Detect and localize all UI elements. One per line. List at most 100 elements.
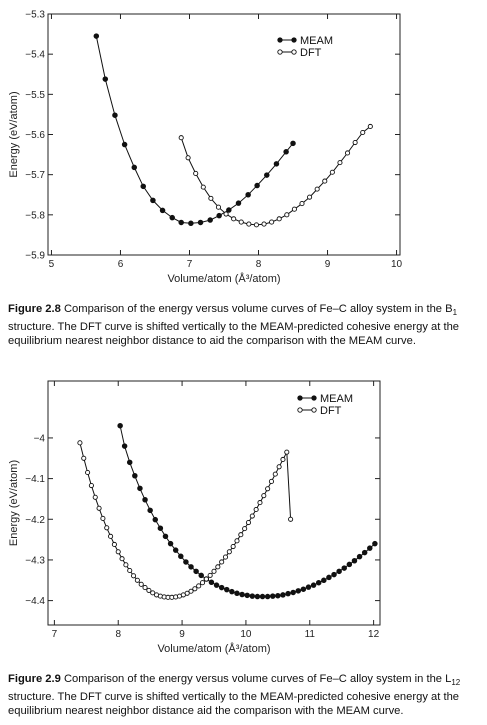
meam-data-point — [300, 586, 307, 592]
dft-legend-label: DFT — [320, 405, 342, 417]
meam-data-point — [269, 593, 276, 599]
meam-data-point — [226, 207, 232, 213]
dft-data-point — [291, 206, 297, 212]
x-tick-label: 5 — [49, 259, 55, 270]
meam-data-point — [169, 214, 175, 221]
meam-data-point — [218, 584, 225, 591]
x-tick-label: 6 — [118, 259, 124, 270]
dft-data-point — [367, 123, 373, 130]
figure-2-8-chart: 5 6 7 8 9 10 −5.3 −5.4 −5.5 −5.6 −5.7 −5.8 −5.9 Volum… — [8, 10, 403, 286]
meam-data-point — [126, 459, 133, 466]
dft-data-point — [219, 559, 225, 565]
dft-data-point — [77, 440, 83, 446]
dft-data-point — [261, 493, 267, 499]
meam-data-point — [229, 588, 235, 595]
meam-data-point — [254, 593, 261, 600]
meam-data-point — [147, 507, 153, 514]
dft-data-point — [253, 506, 259, 513]
y-axis-label: Energy (eV/atom) — [8, 460, 20, 546]
meam-data-point — [273, 161, 280, 167]
y-tick-label: −4.1 — [25, 474, 45, 485]
meam-data-point — [254, 182, 260, 189]
meam-data-point — [207, 217, 213, 223]
meam-data-point — [188, 564, 194, 570]
dft-legend-label: DFT — [300, 47, 322, 59]
dft-data-point — [276, 216, 282, 222]
meam-data-point — [112, 112, 118, 118]
dft-data-point — [314, 186, 320, 192]
meam-data-point — [310, 582, 317, 588]
meam-legend-marker — [291, 37, 297, 43]
meam-data-point — [361, 549, 368, 556]
meam-series-line — [95, 35, 294, 224]
meam-data-point — [213, 582, 220, 588]
dft-data-point — [249, 513, 255, 519]
dft-data-point — [142, 585, 148, 591]
meam-data-point — [245, 191, 251, 198]
dft-data-point — [337, 160, 343, 166]
dft-data-point — [265, 486, 271, 492]
dft-data-point — [307, 194, 313, 200]
meam-legend-marker — [277, 37, 283, 43]
meam-data-point — [216, 212, 222, 219]
dft-data-point — [200, 184, 206, 190]
meam-data-point — [178, 553, 184, 560]
meam-data-point — [142, 496, 148, 503]
y-tick-label: −5.3 — [25, 10, 45, 21]
dft-data-point — [108, 533, 114, 539]
meam-data-point — [321, 577, 327, 584]
x-tick-label: 7 — [52, 629, 58, 640]
caption-label: Figure 2.9 — [8, 673, 61, 685]
meam-data-point — [351, 557, 358, 564]
dft-data-point — [257, 500, 263, 506]
caption-text: Comparison of the energy versus volume c… — [8, 673, 461, 718]
dft-data-point — [207, 572, 213, 578]
dft-data-point — [138, 581, 144, 587]
dft-data-point — [322, 178, 328, 184]
y-axis-label: Energy (eV/atom) — [8, 91, 20, 177]
dft-data-point — [123, 562, 129, 568]
meam-data-point — [208, 579, 215, 586]
meam-data-point — [341, 565, 347, 571]
meam-data-point — [283, 149, 289, 155]
meam-data-point — [290, 589, 296, 596]
plot-frame — [47, 13, 401, 256]
x-axis-label: Volume/atom (Å³/atom) — [167, 272, 280, 285]
dft-data-point — [119, 556, 125, 562]
meam-data-point — [137, 485, 143, 492]
meam-data-point — [235, 200, 242, 206]
dft-data-point — [276, 464, 282, 470]
dft-data-point — [188, 588, 194, 594]
meam-data-point — [93, 33, 100, 39]
meam-legend-marker — [311, 395, 317, 401]
dft-series-line — [79, 442, 292, 598]
x-tick-label: 11 — [305, 629, 316, 640]
y-tick-label: −5.4 — [25, 50, 45, 61]
dft-data-point — [261, 221, 267, 227]
meam-data-point — [183, 559, 189, 565]
dft-data-point — [131, 573, 137, 579]
caption-label: Figure 2.8 — [8, 303, 61, 315]
dft-series-line — [180, 126, 371, 226]
dft-data-point — [226, 549, 232, 555]
meam-data-point — [249, 593, 256, 599]
dft-data-point — [208, 195, 214, 201]
dft-data-point — [234, 538, 240, 544]
dft-data-point — [238, 532, 244, 538]
dft-data-point — [184, 590, 190, 596]
dft-legend-marker — [311, 407, 317, 413]
dft-data-point — [288, 516, 294, 522]
y-tick-label: −4.2 — [25, 515, 45, 526]
dft-data-point — [299, 201, 305, 207]
dft-data-point — [245, 519, 252, 526]
meam-data-point — [315, 579, 322, 586]
dft-data-point — [215, 204, 222, 210]
meam-data-point — [367, 545, 373, 551]
y-tick-label: −5.6 — [25, 130, 45, 141]
meam-data-point — [172, 547, 179, 553]
dft-data-point — [344, 150, 351, 156]
dft-data-point — [211, 568, 217, 574]
meam-legend-label: MEAM — [320, 393, 353, 405]
meam-data-point — [295, 588, 302, 594]
meam-data-point — [264, 593, 271, 600]
